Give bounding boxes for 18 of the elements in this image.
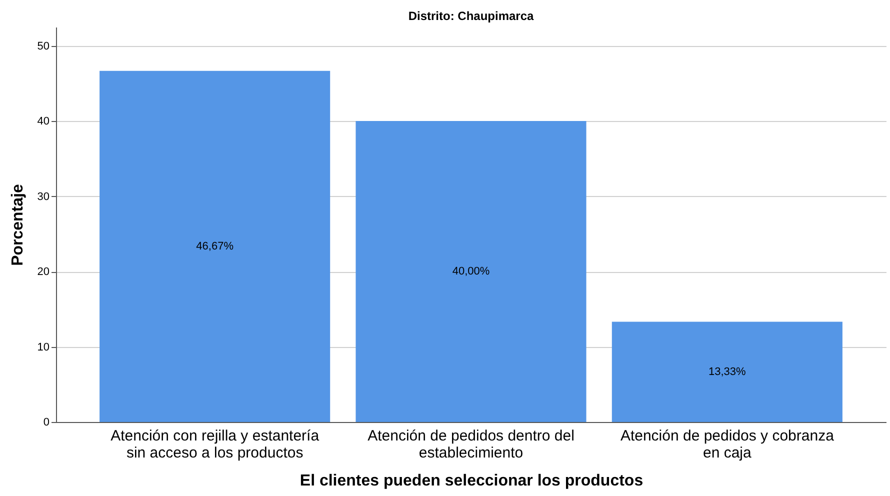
- y-tick-label: 10: [37, 341, 50, 354]
- y-tick-label: 0: [43, 416, 50, 428]
- x-tick-label: Atención de pedidos dentro del establecimiento: [368, 428, 574, 462]
- y-tick-label: 40: [37, 116, 50, 128]
- y-tick-label: 50: [37, 40, 50, 52]
- data-label: 46,67%: [196, 240, 234, 252]
- y-tick-label: 20: [37, 266, 50, 278]
- bar: [100, 70, 330, 422]
- bar: [612, 322, 842, 422]
- y-axis-title: Porcentaje: [9, 184, 26, 266]
- y-tick-label: 30: [37, 190, 50, 203]
- chart-title: Distrito: Chaupimarca: [408, 9, 534, 23]
- x-axis-title: El clientes pueden seleccionar los productos: [300, 472, 644, 490]
- data-label: 40,00%: [452, 266, 490, 278]
- bar: [356, 121, 586, 422]
- x-tick-label: Atención con rejilla y estantería sin acceso a los productos: [110, 428, 320, 462]
- data-label: 13,33%: [708, 366, 746, 378]
- x-tick-label: Atención de pedidos y cobranza en caja: [620, 428, 835, 462]
